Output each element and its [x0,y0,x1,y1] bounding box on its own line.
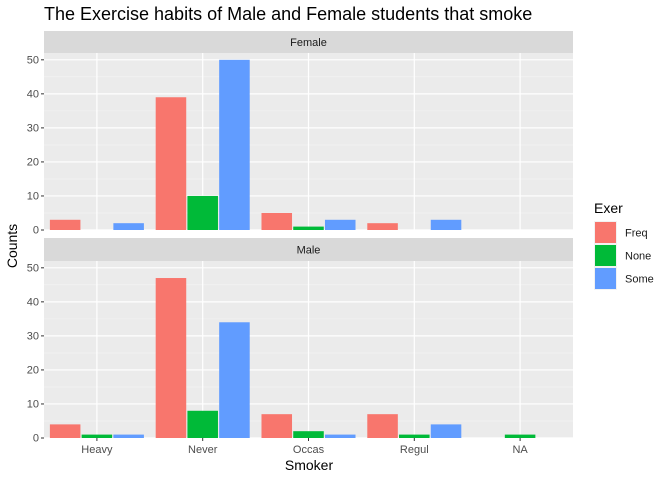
panel-male: Male 0 10 20 30 40 50 [27,238,573,445]
y-tick-label: 0 [33,433,39,445]
bar-male-never-some [219,322,250,438]
x-axis-label: Smoker [285,457,334,473]
bar-female-regul-freq [367,223,398,230]
bar-female-never-none [187,195,218,230]
bar-male-heavy-freq [49,424,81,438]
bar-male-regul-none [399,434,430,438]
bar-female-occas-some [324,219,356,230]
y-tick-label: 10 [27,398,39,410]
y-tick-label: 40 [27,296,39,308]
y-tick-label: 50 [27,54,39,66]
bar-male-never-freq [155,278,187,438]
bar-male-occas-none [293,431,324,438]
bar-female-occas-none [293,226,324,230]
facet-strip-label: Female [290,37,327,49]
legend-label-some: Some [625,274,654,286]
bar-female-heavy-some [113,223,144,230]
legend-swatch-none [595,245,616,266]
facet-strip-label: Male [297,245,321,257]
y-tick-label: 20 [27,364,39,376]
panel-female: Female 0 10 20 30 40 50 [27,31,573,237]
y-tick-label: 50 [27,262,39,274]
y-tick-label: 30 [27,122,39,134]
legend-label-freq: Freq [625,228,648,240]
bar-male-occas-some [324,434,356,438]
facet-strip [44,238,573,261]
bar-female-regul-some [430,219,462,230]
x-tick-label: Heavy [81,444,113,456]
y-tick-label: 40 [27,88,39,100]
y-axis-label: Counts [4,224,20,268]
bar-male-heavy-none [81,434,113,438]
bar-male-heavy-some [113,434,144,438]
facet-strip [44,31,573,53]
y-tick-label: 20 [27,156,39,168]
bar-female-never-freq [155,97,187,230]
bar-male-occas-freq [261,414,293,438]
chart-title: The Exercise habits of Male and Female s… [44,4,532,24]
legend-title: Exer [594,200,623,216]
bar-male-never-none [187,410,218,438]
legend-label-none: None [625,251,651,263]
legend-swatch-some [595,268,616,289]
bar-female-never-some [219,59,250,230]
bar-male-regul-some [430,424,462,438]
bar-male-na-none [504,434,536,438]
facet-panels: Female 0 10 20 30 40 50 Male 0 10 20 30 40 50 [27,31,573,445]
x-axis: Heavy Never Occas Regul NA [81,438,528,456]
bar-male-regul-freq [367,414,398,438]
x-tick-label: NA [512,444,528,456]
y-tick-label: 0 [33,225,39,237]
x-tick-label: Regul [400,444,429,456]
bar-female-heavy-freq [49,219,81,230]
x-tick-label: Occas [293,444,325,456]
bar-female-occas-freq [261,212,293,230]
x-tick-label: Never [188,444,218,456]
legend-swatch-freq [595,222,616,243]
y-tick-label: 10 [27,190,39,202]
y-tick-label: 30 [27,330,39,342]
